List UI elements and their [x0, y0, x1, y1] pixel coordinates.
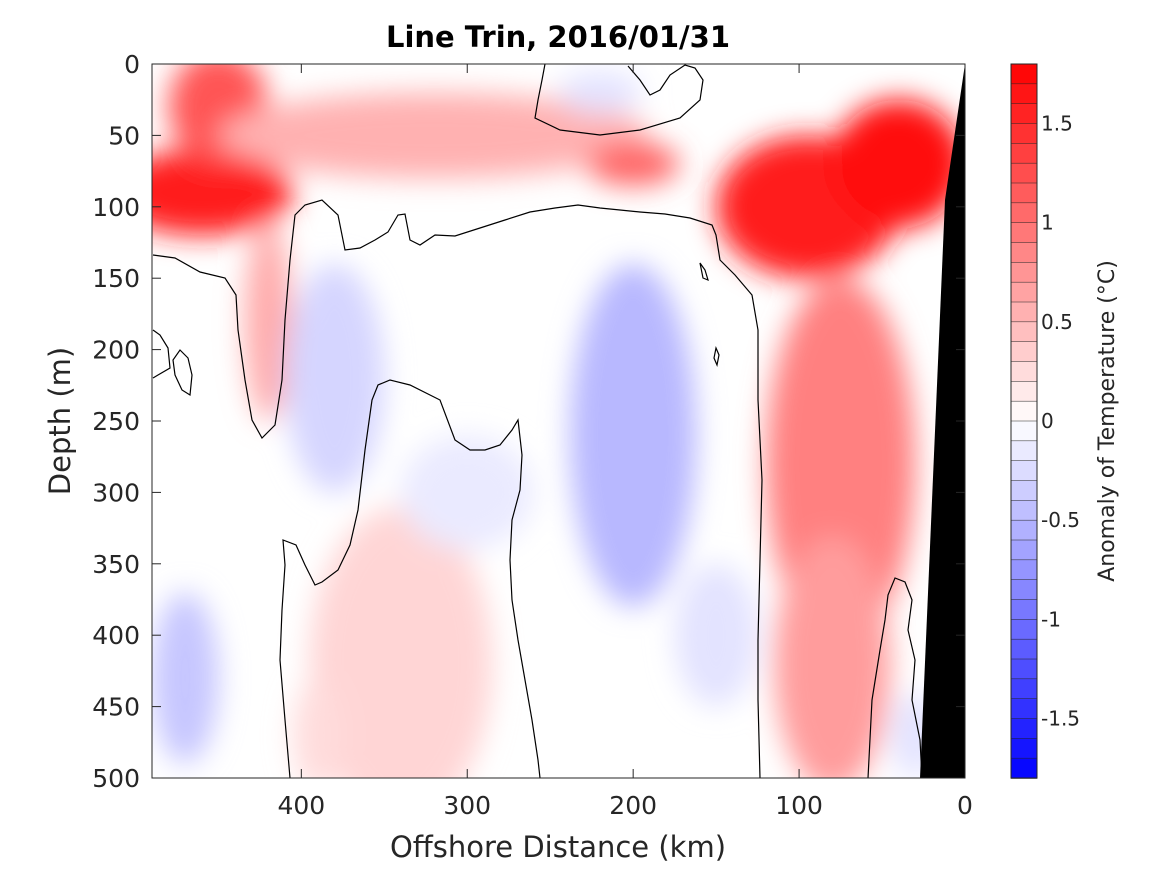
colorbar-level	[1010, 420, 1038, 442]
y-tick-label: 0	[124, 50, 140, 79]
zero-contour	[172, 349, 193, 397]
colorbar-level	[1010, 579, 1038, 601]
y-tick-label: 150	[92, 264, 140, 293]
warm-anomaly-region	[218, 92, 650, 179]
anomaly-field	[152, 64, 965, 778]
colorbar-level	[1010, 103, 1038, 125]
colorbar-frame	[1010, 63, 1038, 779]
colorbar-level	[1010, 262, 1038, 283]
y-axis: 0 50 100 150 200 250 300 350 400 450 500	[92, 50, 965, 793]
zero-contour	[699, 262, 709, 282]
colorbar-level	[1010, 698, 1038, 720]
x-tick-label: 400	[277, 791, 325, 820]
colorbar-level	[1010, 757, 1038, 779]
colorbar-level	[1010, 321, 1038, 343]
y-tick-label: 300	[92, 478, 140, 507]
zero-contour	[152, 329, 171, 379]
warm-anomaly-region	[244, 221, 292, 421]
colorbar-level	[1010, 182, 1038, 204]
colorbar-level	[1010, 143, 1038, 164]
x-tick-label: 100	[775, 791, 823, 820]
colorbar-level	[1010, 539, 1038, 561]
y-axis-label: Depth (m)	[43, 347, 77, 495]
cold-anomaly-region	[400, 435, 534, 550]
colorbar-label: Anomaly of Temperature (°C)	[1095, 260, 1120, 582]
colorbar-level	[1010, 301, 1038, 323]
x-tick-label: 0	[957, 791, 973, 820]
zero-contour	[152, 199, 763, 778]
colorbar: 1.5 1 0.5 0 -0.5 -1 -1.5	[1010, 63, 1080, 779]
colorbar-tick-label: -1.5	[1041, 707, 1080, 731]
x-tick-label: 200	[609, 791, 657, 820]
y-tick-label: 200	[92, 336, 140, 365]
zero-contour-lines	[152, 64, 923, 778]
colorbar-level	[1010, 619, 1038, 640]
warm-anomaly-region	[309, 506, 493, 778]
y-tick-label: 450	[92, 693, 140, 722]
colorbar-level	[1010, 242, 1038, 264]
y-tick-label: 100	[92, 193, 140, 222]
warm-anomaly-region	[293, 678, 343, 778]
colorbar-level	[1010, 718, 1038, 740]
zero-contour	[534, 64, 704, 136]
colorbar-level	[1010, 63, 1038, 85]
colorbar-level	[1010, 341, 1038, 363]
colorbar-level	[1010, 678, 1038, 700]
colorbar-level	[1010, 519, 1038, 541]
colorbar-level	[1010, 460, 1038, 482]
colorbar-tick-label: 0.5	[1041, 310, 1073, 334]
colorbar-level	[1010, 738, 1038, 759]
colorbar-level	[1010, 400, 1038, 422]
colorbar-level	[1010, 638, 1038, 660]
cold-anomaly-region	[558, 71, 642, 114]
warm-anomaly-region	[774, 535, 891, 778]
colorbar-level	[1010, 361, 1038, 383]
x-axis-label: Offshore Distance (km)	[390, 830, 726, 864]
colorbar-level	[1010, 599, 1038, 621]
cold-anomaly-region	[152, 592, 219, 764]
warm-anomaly-region	[832, 99, 965, 229]
colorbar-tick-label: 1.5	[1041, 112, 1073, 136]
zero-contour	[713, 345, 720, 368]
cold-anomaly-region	[674, 563, 758, 707]
colorbar-level	[1010, 222, 1038, 244]
colorbar-level	[1010, 500, 1038, 521]
zero-contour	[279, 379, 541, 778]
y-tick-label: 250	[92, 407, 140, 436]
colorbar-level	[1010, 559, 1038, 581]
cold-anomaly-region	[284, 263, 385, 493]
colorbar-tick-label: -0.5	[1041, 508, 1080, 532]
colorbar-tick-label: 0	[1041, 409, 1054, 433]
x-tick-label: 300	[443, 791, 491, 820]
y-tick-label: 400	[92, 621, 140, 650]
y-tick-label: 500	[92, 764, 140, 793]
colorbar-level	[1010, 480, 1038, 502]
colorbar-level	[1010, 123, 1038, 145]
chart-title: Line Trin, 2016/01/31	[386, 20, 730, 54]
y-tick-label: 50	[108, 121, 140, 150]
colorbar-tick-label: -1	[1041, 607, 1061, 631]
zero-contour	[867, 577, 923, 778]
warm-anomaly-region	[152, 149, 294, 236]
y-tick-label: 350	[92, 550, 140, 579]
colorbar-level	[1010, 83, 1038, 105]
colorbar-level	[1010, 658, 1038, 680]
cold-anomaly-region	[570, 263, 697, 607]
warm-anomaly-region	[586, 142, 680, 186]
colorbar-level	[1010, 440, 1038, 462]
colorbar-level	[1010, 202, 1038, 224]
colorbar-level	[1010, 162, 1038, 184]
colorbar-level	[1010, 381, 1038, 402]
colorbar-tick-label: 1	[1041, 211, 1054, 235]
colorbar-level	[1010, 281, 1038, 303]
x-axis: 400 300 200 100 0	[277, 64, 973, 820]
land-mask	[920, 64, 965, 778]
